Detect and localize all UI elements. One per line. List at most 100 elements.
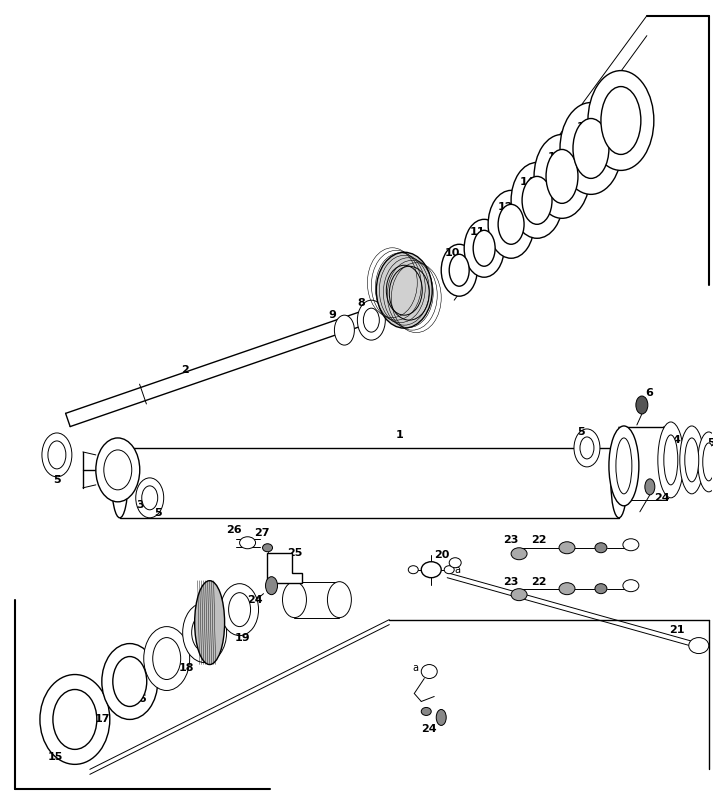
Ellipse shape — [473, 230, 495, 267]
Ellipse shape — [192, 613, 217, 651]
Text: 11: 11 — [469, 227, 485, 238]
Ellipse shape — [534, 134, 590, 218]
Ellipse shape — [559, 583, 575, 595]
Ellipse shape — [689, 638, 709, 654]
Ellipse shape — [601, 86, 641, 154]
Text: 13: 13 — [608, 95, 624, 106]
Ellipse shape — [102, 644, 158, 719]
Text: 5: 5 — [707, 438, 713, 448]
Ellipse shape — [421, 664, 437, 679]
Text: 14: 14 — [577, 123, 593, 133]
Polygon shape — [267, 553, 302, 583]
Ellipse shape — [153, 638, 180, 680]
Ellipse shape — [282, 582, 307, 617]
Ellipse shape — [623, 579, 639, 591]
Ellipse shape — [42, 433, 72, 477]
Text: 13: 13 — [548, 153, 563, 162]
Ellipse shape — [104, 450, 132, 490]
Text: 5: 5 — [53, 475, 61, 485]
Ellipse shape — [364, 308, 379, 332]
Ellipse shape — [334, 315, 354, 345]
Ellipse shape — [522, 176, 552, 225]
Ellipse shape — [664, 435, 678, 485]
Ellipse shape — [595, 583, 607, 594]
Ellipse shape — [421, 562, 441, 578]
Text: 16: 16 — [132, 695, 148, 705]
Ellipse shape — [679, 426, 704, 494]
Ellipse shape — [511, 162, 563, 238]
Text: 7: 7 — [386, 260, 393, 270]
Ellipse shape — [376, 252, 432, 328]
Ellipse shape — [113, 657, 147, 706]
Ellipse shape — [441, 244, 477, 297]
Ellipse shape — [142, 486, 158, 510]
Ellipse shape — [511, 548, 527, 560]
Text: 18: 18 — [179, 663, 195, 672]
Ellipse shape — [421, 708, 431, 715]
Ellipse shape — [559, 541, 575, 553]
Ellipse shape — [616, 438, 632, 494]
Ellipse shape — [183, 603, 227, 663]
Ellipse shape — [684, 438, 699, 482]
Text: 6: 6 — [645, 388, 653, 398]
Ellipse shape — [658, 422, 684, 498]
Ellipse shape — [229, 592, 250, 627]
Text: 5: 5 — [577, 427, 585, 437]
Text: 19: 19 — [235, 633, 250, 642]
Ellipse shape — [703, 443, 713, 481]
Ellipse shape — [40, 675, 110, 764]
Text: 10: 10 — [444, 248, 460, 259]
Ellipse shape — [409, 566, 419, 574]
Ellipse shape — [436, 709, 446, 726]
Text: 14: 14 — [519, 178, 535, 187]
Text: 23: 23 — [503, 577, 519, 587]
Ellipse shape — [611, 448, 627, 518]
Ellipse shape — [357, 301, 385, 340]
Ellipse shape — [560, 103, 622, 195]
Ellipse shape — [444, 566, 454, 574]
Ellipse shape — [574, 429, 600, 467]
Text: a: a — [454, 565, 460, 574]
Text: 12: 12 — [498, 202, 513, 213]
Ellipse shape — [580, 437, 594, 459]
Text: 17: 17 — [95, 714, 111, 725]
Ellipse shape — [195, 581, 225, 664]
Text: 22: 22 — [531, 535, 547, 545]
Ellipse shape — [636, 396, 648, 414]
Ellipse shape — [240, 537, 255, 549]
Ellipse shape — [588, 70, 654, 170]
Ellipse shape — [449, 558, 461, 568]
Ellipse shape — [112, 448, 128, 518]
Ellipse shape — [511, 589, 527, 600]
Text: 24: 24 — [421, 725, 437, 734]
Text: a: a — [412, 663, 419, 672]
Ellipse shape — [262, 544, 272, 552]
Ellipse shape — [645, 479, 655, 494]
Ellipse shape — [220, 583, 259, 636]
Text: 22: 22 — [531, 577, 547, 587]
Text: 26: 26 — [226, 524, 242, 535]
Ellipse shape — [498, 204, 524, 244]
Text: 5: 5 — [154, 507, 162, 518]
Ellipse shape — [265, 577, 277, 595]
Text: 23: 23 — [503, 535, 519, 545]
Ellipse shape — [623, 539, 639, 551]
Text: 3: 3 — [136, 500, 143, 510]
Text: 25: 25 — [287, 548, 302, 558]
Ellipse shape — [609, 426, 639, 506]
Ellipse shape — [48, 441, 66, 469]
Text: 21: 21 — [669, 625, 684, 634]
Ellipse shape — [144, 627, 190, 691]
Ellipse shape — [698, 432, 713, 492]
Ellipse shape — [96, 438, 140, 502]
Text: 24: 24 — [654, 493, 670, 503]
Text: 24: 24 — [247, 595, 262, 604]
Ellipse shape — [595, 543, 607, 553]
Ellipse shape — [449, 255, 469, 286]
Ellipse shape — [135, 478, 164, 518]
Text: 20: 20 — [434, 549, 450, 560]
Ellipse shape — [53, 689, 97, 749]
Text: 4: 4 — [673, 435, 681, 445]
Ellipse shape — [488, 191, 534, 259]
Text: 27: 27 — [254, 528, 270, 538]
